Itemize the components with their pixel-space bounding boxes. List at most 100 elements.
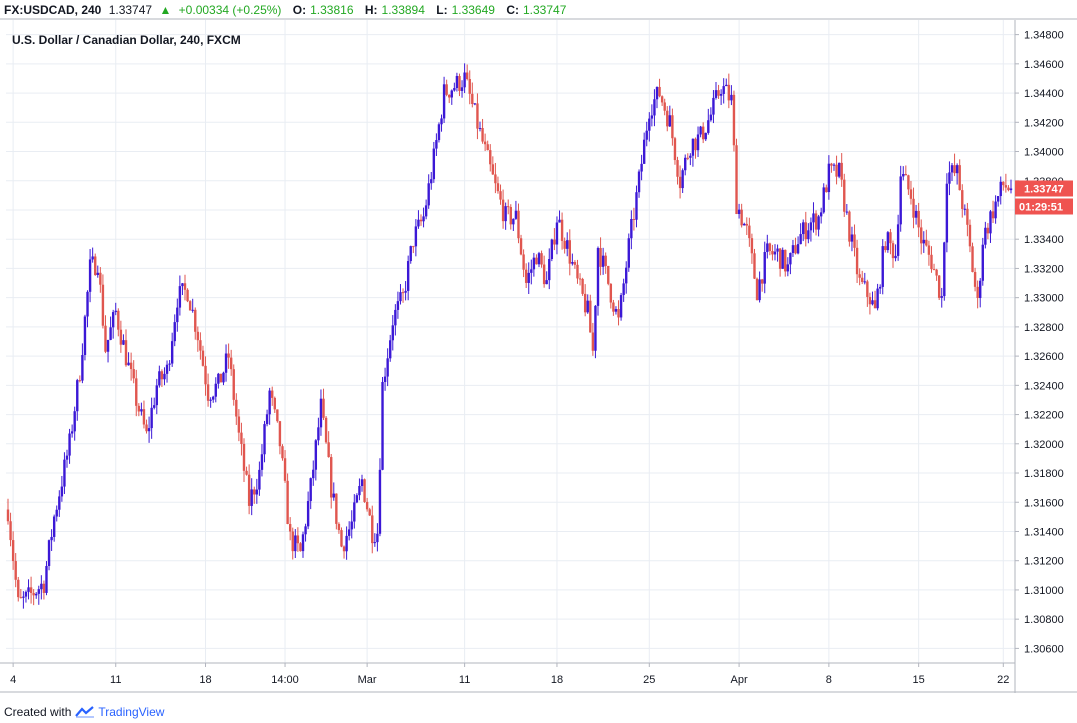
candle-body bbox=[383, 376, 387, 383]
candle-body bbox=[868, 296, 872, 305]
candle-body bbox=[663, 102, 666, 111]
candle-body bbox=[753, 253, 756, 279]
candle-body bbox=[527, 272, 530, 283]
candle-body bbox=[455, 75, 459, 89]
candle-body bbox=[296, 535, 300, 544]
candle-body bbox=[86, 291, 89, 317]
candle-body bbox=[206, 384, 210, 401]
candle-body bbox=[386, 358, 389, 377]
candle-body bbox=[712, 97, 715, 115]
candle-body bbox=[922, 239, 925, 244]
candle-body bbox=[932, 269, 936, 271]
countdown-badge bbox=[1015, 198, 1073, 215]
candle-body bbox=[458, 75, 461, 91]
candle-body bbox=[743, 223, 746, 226]
candle-body bbox=[394, 309, 397, 326]
y-tick-label: 1.34200 bbox=[1024, 117, 1064, 129]
candle-body bbox=[242, 443, 246, 471]
candle-body bbox=[478, 128, 482, 130]
candle-body bbox=[253, 489, 256, 495]
y-tick-label: 1.31200 bbox=[1024, 556, 1064, 568]
candle-body bbox=[276, 409, 279, 422]
x-tick-label: 11 bbox=[459, 674, 470, 686]
candle-body bbox=[235, 399, 238, 417]
candle-body bbox=[807, 230, 810, 240]
tradingview-link[interactable]: TradingView bbox=[75, 705, 164, 719]
candle-body bbox=[630, 219, 633, 239]
candle-body bbox=[17, 579, 20, 598]
candle-body bbox=[986, 227, 990, 234]
candle-body bbox=[912, 198, 915, 218]
candle-body bbox=[104, 325, 107, 352]
candle-body bbox=[935, 269, 938, 276]
candle-body bbox=[432, 148, 436, 180]
footer: Created with TradingView bbox=[4, 703, 164, 721]
candle-body bbox=[188, 301, 192, 311]
candle-body bbox=[512, 218, 515, 225]
candle-body bbox=[799, 234, 802, 245]
candle-body bbox=[984, 227, 987, 245]
candle-body bbox=[766, 243, 769, 253]
candle-body bbox=[183, 283, 187, 290]
candle-body bbox=[609, 283, 613, 303]
candle-body bbox=[619, 295, 623, 318]
candle-body bbox=[625, 267, 628, 284]
candle-body bbox=[961, 190, 964, 209]
candle-body bbox=[22, 596, 25, 598]
candle-body bbox=[604, 255, 607, 266]
candle-body bbox=[640, 163, 643, 172]
candle-body bbox=[827, 163, 831, 193]
candle-body bbox=[550, 239, 554, 260]
candle-body bbox=[263, 424, 266, 455]
candle-body bbox=[391, 325, 394, 341]
candle-body bbox=[594, 305, 597, 351]
candle-body bbox=[201, 350, 205, 366]
candle-body bbox=[186, 289, 189, 302]
candle-body bbox=[576, 264, 579, 279]
candle-body bbox=[491, 164, 495, 175]
y-tick-label: 1.34600 bbox=[1024, 59, 1064, 71]
candle-body bbox=[514, 210, 518, 219]
candle-body bbox=[212, 396, 215, 400]
candle-body bbox=[653, 99, 656, 116]
candle-body bbox=[476, 103, 479, 129]
candle-body bbox=[368, 509, 371, 516]
candle-body bbox=[740, 209, 743, 226]
candle-body bbox=[750, 238, 754, 254]
candle-body bbox=[340, 530, 343, 547]
candle-body bbox=[81, 355, 84, 381]
candle-body bbox=[168, 363, 171, 365]
candle-body bbox=[99, 272, 102, 285]
y-tick-label: 1.31000 bbox=[1024, 585, 1064, 597]
candle-body bbox=[245, 470, 248, 475]
candle-body bbox=[129, 362, 133, 370]
candle-body bbox=[140, 409, 143, 412]
candle-body bbox=[532, 257, 536, 270]
candle-body bbox=[768, 243, 772, 252]
candle-body bbox=[737, 209, 741, 215]
candle-body bbox=[473, 103, 477, 105]
candle-body bbox=[430, 179, 433, 184]
y-tick-label: 1.32600 bbox=[1024, 351, 1064, 363]
y-tick-label: 1.32400 bbox=[1024, 380, 1064, 392]
candle-body bbox=[773, 251, 777, 255]
candle-body bbox=[373, 542, 377, 544]
candle-body bbox=[404, 290, 407, 293]
candle-body bbox=[732, 94, 736, 146]
candle-body bbox=[832, 164, 836, 166]
candle-body bbox=[468, 79, 471, 94]
candle-body bbox=[196, 331, 200, 341]
candle-body bbox=[507, 206, 510, 208]
candle-body bbox=[717, 90, 720, 96]
candle-body bbox=[701, 126, 705, 140]
candle-body bbox=[755, 278, 759, 301]
candle-body bbox=[440, 118, 443, 125]
last-price: 1.33747 bbox=[108, 3, 153, 17]
candle-body bbox=[222, 372, 225, 383]
candle-body bbox=[214, 383, 217, 397]
candle-body bbox=[24, 591, 28, 597]
candle-body bbox=[255, 489, 259, 495]
candle-body bbox=[989, 211, 992, 234]
x-tick-label: 15 bbox=[913, 674, 925, 686]
